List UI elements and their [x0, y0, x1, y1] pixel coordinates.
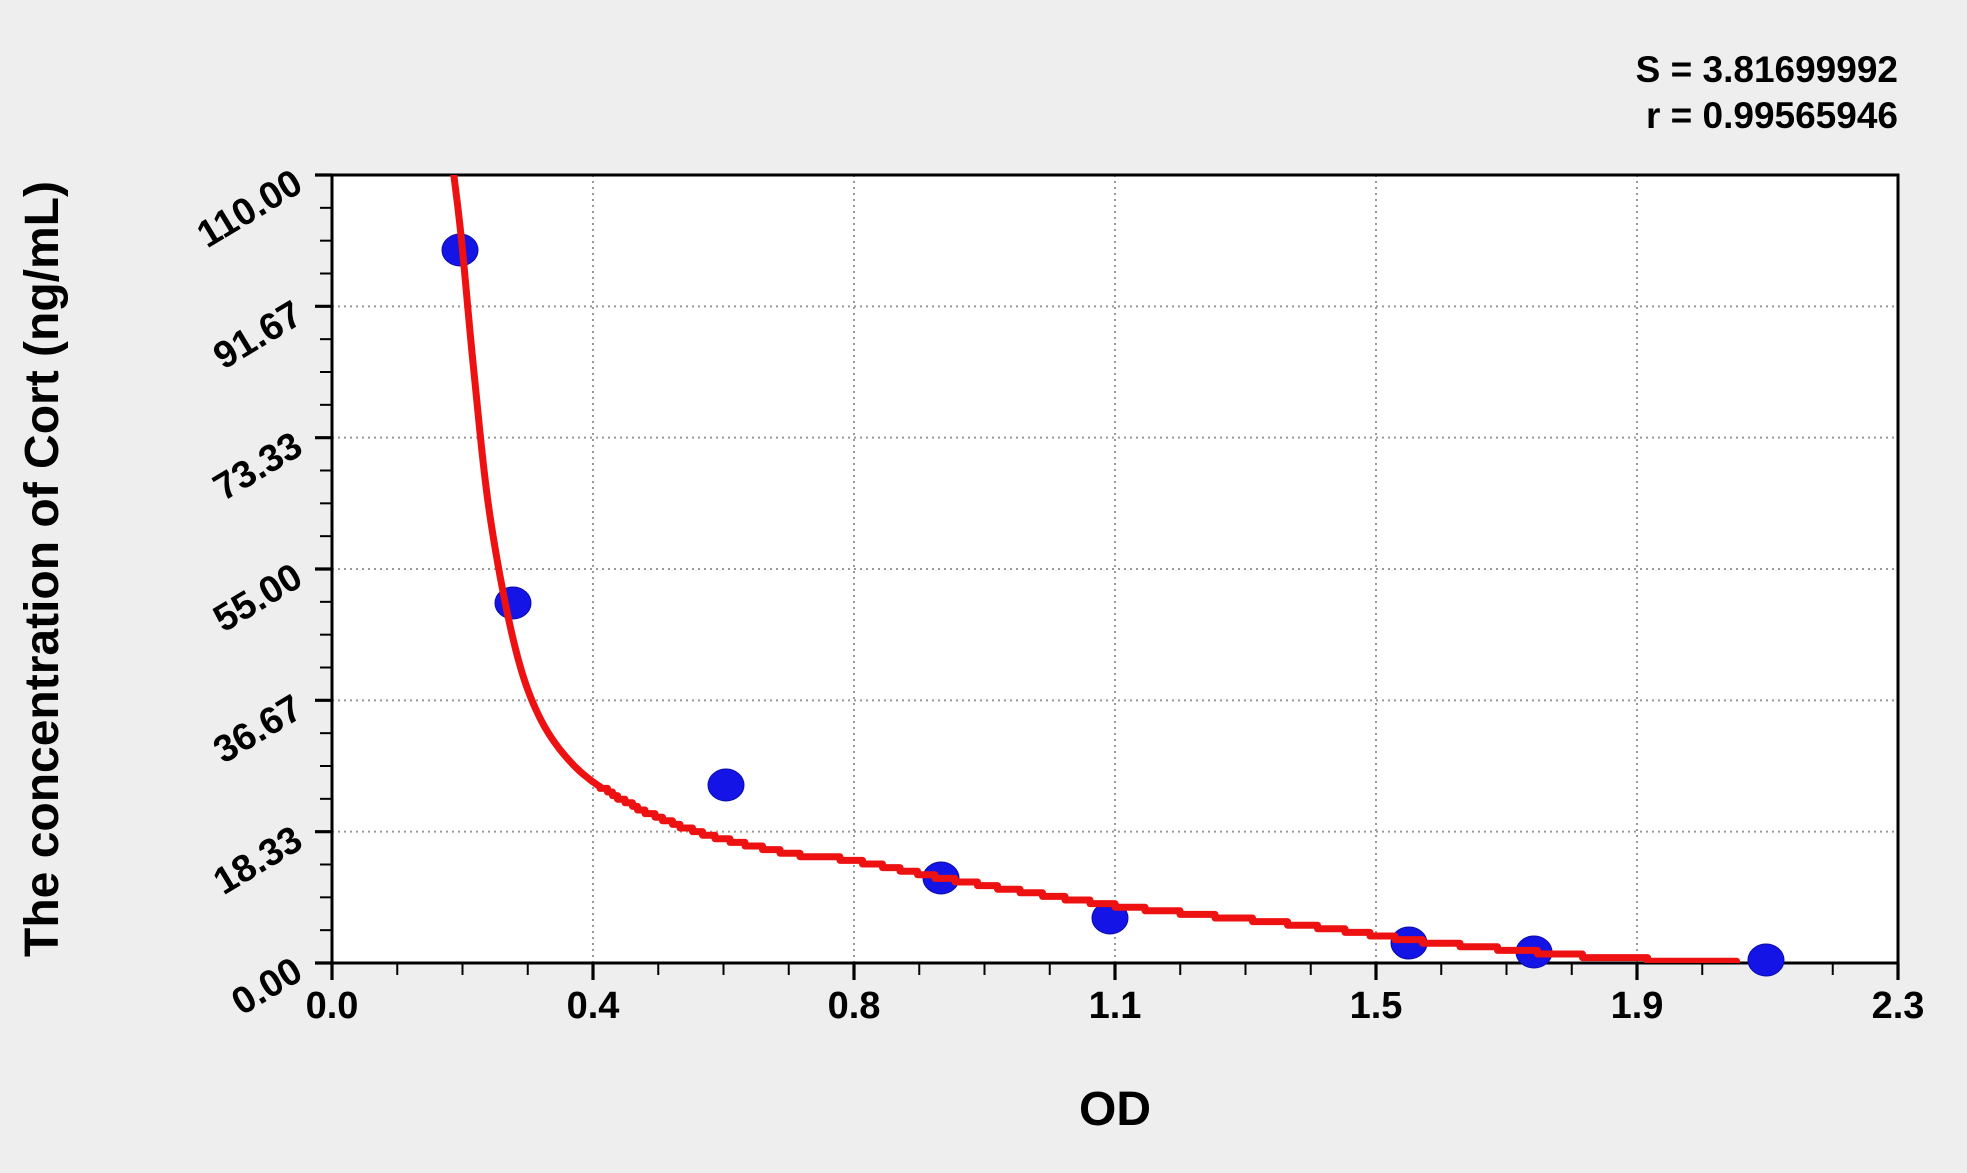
svg-text:S = 3.81699992: S = 3.81699992 — [1636, 49, 1898, 90]
svg-text:2.3: 2.3 — [1872, 985, 1925, 1027]
svg-text:1.1: 1.1 — [1089, 985, 1142, 1027]
svg-text:The concentration of Cort (ng/: The concentration of Cort (ng/mL) — [16, 181, 69, 957]
svg-text:1.5: 1.5 — [1350, 985, 1403, 1027]
svg-text:OD: OD — [1079, 1083, 1151, 1136]
svg-text:0.0: 0.0 — [306, 985, 359, 1027]
svg-text:0.4: 0.4 — [567, 985, 620, 1027]
svg-text:0.8: 0.8 — [828, 985, 881, 1027]
svg-text:1.9: 1.9 — [1611, 985, 1664, 1027]
svg-text:r = 0.99565946: r = 0.99565946 — [1646, 95, 1898, 136]
